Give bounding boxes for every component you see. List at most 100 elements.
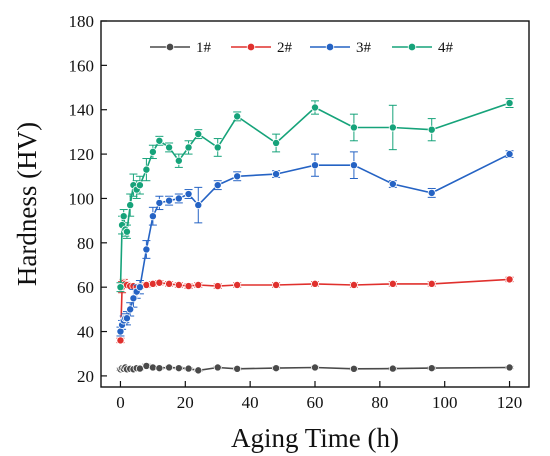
data-point <box>213 181 222 190</box>
x-tick-label: 60 <box>307 393 324 412</box>
data-point <box>155 278 164 287</box>
data-point <box>174 280 183 289</box>
data-point <box>388 279 397 288</box>
data-point <box>165 279 174 288</box>
data-point <box>129 294 138 303</box>
data-point <box>233 280 242 289</box>
x-tick-label: 40 <box>242 393 259 412</box>
y-tick-label: 140 <box>69 101 95 120</box>
legend-label: 4# <box>438 40 454 56</box>
legend-marker <box>407 42 417 52</box>
data-point <box>165 363 174 372</box>
data-point <box>427 188 436 197</box>
data-point <box>174 156 183 165</box>
data-point <box>165 196 174 205</box>
series-3 <box>116 150 514 337</box>
data-point <box>116 283 125 292</box>
legend-label: 3# <box>356 40 372 56</box>
plot-frame <box>100 20 530 388</box>
y-tick-label: 80 <box>77 234 94 253</box>
data-point <box>505 99 514 108</box>
data-point <box>165 143 174 152</box>
series-1 <box>116 361 514 375</box>
data-point <box>505 150 514 159</box>
data-point <box>184 364 193 373</box>
data-point <box>155 136 164 145</box>
data-point <box>310 279 319 288</box>
data-point <box>272 170 281 179</box>
data-point <box>427 364 436 373</box>
series-4 <box>116 98 514 293</box>
data-point <box>213 143 222 152</box>
data-point <box>310 363 319 372</box>
y-tick-label: 100 <box>69 189 95 208</box>
y-tick-label: 40 <box>77 323 94 342</box>
y-tick-label: 20 <box>77 367 94 386</box>
data-point <box>135 181 144 190</box>
data-point <box>148 363 157 372</box>
data-point <box>126 305 135 314</box>
series-line <box>119 153 510 332</box>
data-point <box>213 282 222 291</box>
legend-label: 2# <box>277 40 293 56</box>
data-point <box>142 361 151 370</box>
data-point <box>184 143 193 152</box>
data-point <box>310 161 319 170</box>
data-point <box>213 363 222 372</box>
data-point <box>116 327 125 336</box>
data-point <box>119 212 128 221</box>
data-point <box>174 194 183 203</box>
data-point <box>194 280 203 289</box>
data-point <box>272 280 281 289</box>
legend: 1# 2# 3# 4# <box>150 40 454 56</box>
ticks: 0 20 40 60 80 100 120 20 40 60 80 100 120 140 160 180 <box>69 12 523 412</box>
data-point <box>148 147 157 156</box>
data-point <box>272 364 281 373</box>
legend-label: 1# <box>196 40 212 56</box>
data-point <box>427 279 436 288</box>
data-point <box>388 364 397 373</box>
data-point <box>142 165 151 174</box>
data-point <box>349 123 358 132</box>
series-2 <box>116 275 514 345</box>
x-tick-label: 20 <box>177 393 194 412</box>
data-point <box>427 125 436 134</box>
data-point <box>194 201 203 210</box>
data-point <box>126 201 135 210</box>
data-point <box>349 280 358 289</box>
data-point <box>135 283 144 292</box>
data-point <box>184 282 193 291</box>
data-point <box>148 212 157 221</box>
data-point <box>233 172 242 181</box>
data-point <box>194 130 203 139</box>
y-tick-label: 160 <box>69 56 95 75</box>
data-point <box>155 364 164 373</box>
data-point <box>272 138 281 147</box>
data-point <box>155 198 164 207</box>
legend-marker <box>325 42 335 52</box>
data-point <box>388 180 397 189</box>
data-point <box>174 364 183 373</box>
data-point <box>148 279 157 288</box>
x-axis-title: Aging Time (h) <box>231 423 399 453</box>
data-point <box>505 363 514 372</box>
data-point <box>349 161 358 170</box>
data-point <box>122 314 131 323</box>
data-point <box>349 364 358 373</box>
data-point <box>388 123 397 132</box>
y-tick-label: 120 <box>69 145 95 164</box>
data-point <box>184 190 193 199</box>
y-tick-label: 180 <box>69 12 95 31</box>
series-layer <box>116 98 514 375</box>
x-tick-label: 100 <box>432 393 458 412</box>
x-tick-label: 80 <box>371 393 388 412</box>
data-point <box>233 112 242 121</box>
data-point <box>310 103 319 112</box>
x-tick-label: 120 <box>497 393 523 412</box>
data-point <box>194 366 203 375</box>
data-point <box>142 245 151 254</box>
data-point <box>116 336 125 345</box>
legend-marker <box>165 42 175 52</box>
y-axis-title: Hardness (HV) <box>12 122 42 286</box>
